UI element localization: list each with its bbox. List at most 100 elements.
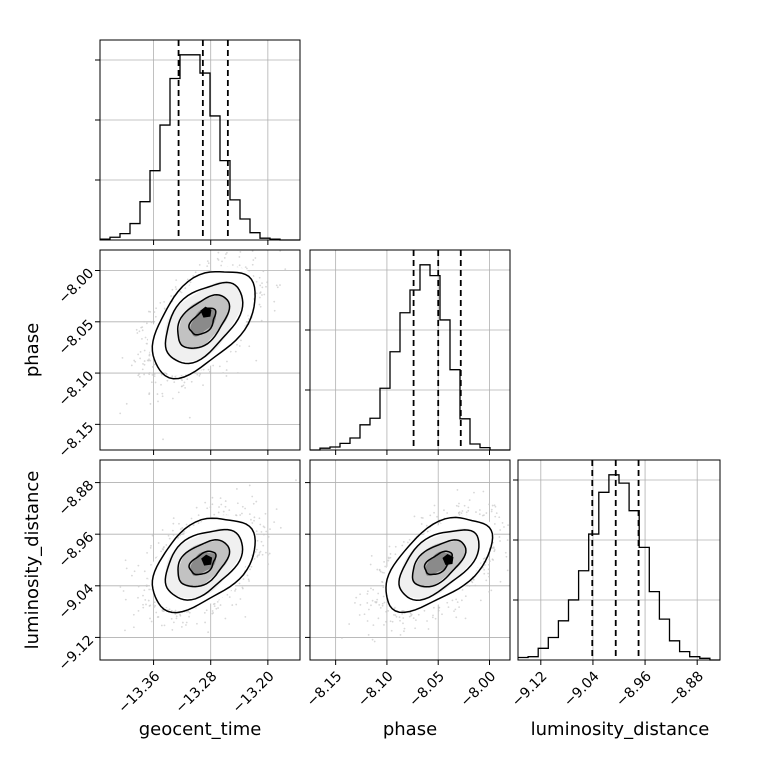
scatter-point	[460, 599, 463, 602]
y-tick-label: −8.05	[56, 317, 98, 359]
scatter-point	[254, 551, 257, 553]
scatter-point	[203, 611, 206, 614]
scatter-point	[260, 319, 263, 322]
scatter-point	[366, 602, 369, 604]
scatter-point	[219, 497, 222, 500]
scatter-point	[168, 608, 171, 611]
scatter-point	[447, 606, 450, 608]
scatter-point	[135, 328, 138, 331]
scatter-point	[153, 363, 156, 366]
scatter-point	[132, 613, 135, 616]
scatter-point	[246, 267, 248, 270]
scatter-point	[183, 530, 186, 533]
scatter-point	[239, 250, 242, 253]
scatter-point	[505, 555, 508, 558]
scatter-point	[483, 568, 486, 571]
scatter-point	[145, 603, 147, 606]
scatter-point	[268, 552, 271, 555]
scatter-point	[369, 563, 372, 566]
scatter-point	[170, 295, 173, 297]
scatter-point	[279, 284, 281, 286]
scatter-point	[157, 400, 159, 403]
scatter-point	[139, 357, 142, 360]
scatter-point	[417, 613, 420, 616]
scatter-point	[506, 539, 509, 542]
scatter-point	[181, 527, 184, 529]
scatter-point	[253, 558, 256, 560]
scatter-point	[134, 360, 137, 363]
contour-line	[164, 281, 244, 365]
scatter-point	[185, 523, 188, 526]
scatter-point	[160, 624, 163, 627]
scatter-point	[239, 514, 242, 516]
scatter-point	[385, 610, 387, 613]
scatter-point	[489, 560, 491, 562]
scatter-point	[153, 375, 156, 378]
scatter-point	[468, 585, 471, 587]
scatter-point	[461, 510, 464, 512]
scatter-point	[487, 572, 490, 575]
scatter-point	[225, 375, 228, 377]
scatter-point	[241, 505, 244, 508]
scatter-point	[142, 594, 144, 597]
scatter-point	[471, 581, 474, 584]
scatter-point	[401, 609, 404, 612]
scatter-point	[493, 504, 496, 507]
scatter-point	[482, 557, 485, 560]
scatter-point	[251, 263, 254, 266]
scatter-point	[172, 522, 175, 525]
scatter-point	[381, 571, 384, 574]
scatter-point	[377, 617, 380, 620]
scatter-point	[149, 617, 151, 620]
scatter-point	[154, 604, 157, 607]
scatter-point	[401, 613, 404, 615]
scatter-point	[427, 628, 430, 630]
contour-line	[385, 516, 494, 614]
contour-line	[151, 271, 256, 380]
scatter-point	[160, 383, 162, 386]
scatter-point	[119, 412, 122, 415]
scatter-point	[148, 393, 151, 396]
scatter-point	[488, 503, 490, 506]
scatter-point	[179, 534, 181, 537]
scatter-point	[146, 359, 149, 362]
scatter-point	[131, 574, 133, 577]
scatter-point	[189, 281, 192, 284]
scatter-point	[226, 251, 228, 254]
scatter-point	[379, 606, 382, 609]
scatter-point	[187, 610, 190, 613]
scatter-point	[248, 345, 251, 348]
scatter-point	[138, 330, 141, 333]
scatter-point	[244, 507, 247, 510]
scatter-point	[182, 532, 185, 535]
scatter-point	[255, 280, 258, 283]
scatter-point	[223, 257, 226, 259]
scatter-point	[244, 266, 247, 269]
scatter-point	[143, 320, 145, 323]
scatter-point	[478, 509, 481, 511]
scatter-point	[144, 336, 147, 339]
scatter-point	[230, 247, 232, 249]
scatter-point	[250, 565, 253, 568]
scatter-point	[398, 616, 401, 619]
scatter-point	[148, 588, 151, 591]
scatter-point	[143, 570, 146, 573]
scatter-point	[226, 360, 228, 363]
scatter-point	[258, 303, 261, 306]
scatter-point	[487, 563, 490, 566]
scatter-point	[225, 369, 228, 371]
scatter-point	[185, 621, 188, 624]
scatter-point	[414, 619, 417, 622]
x-tick-label: −8.88	[665, 668, 707, 710]
scatter-point	[490, 589, 493, 592]
scatter-point	[355, 596, 358, 599]
scatter-point	[184, 386, 187, 389]
scatter-point	[366, 620, 369, 622]
scatter-point	[262, 544, 265, 547]
scatter-point	[122, 590, 125, 592]
scatter-point	[139, 351, 142, 353]
contour-line	[398, 529, 480, 601]
scatter-point	[149, 403, 152, 405]
scatter-point	[151, 366, 154, 368]
scatter-point	[221, 260, 223, 263]
